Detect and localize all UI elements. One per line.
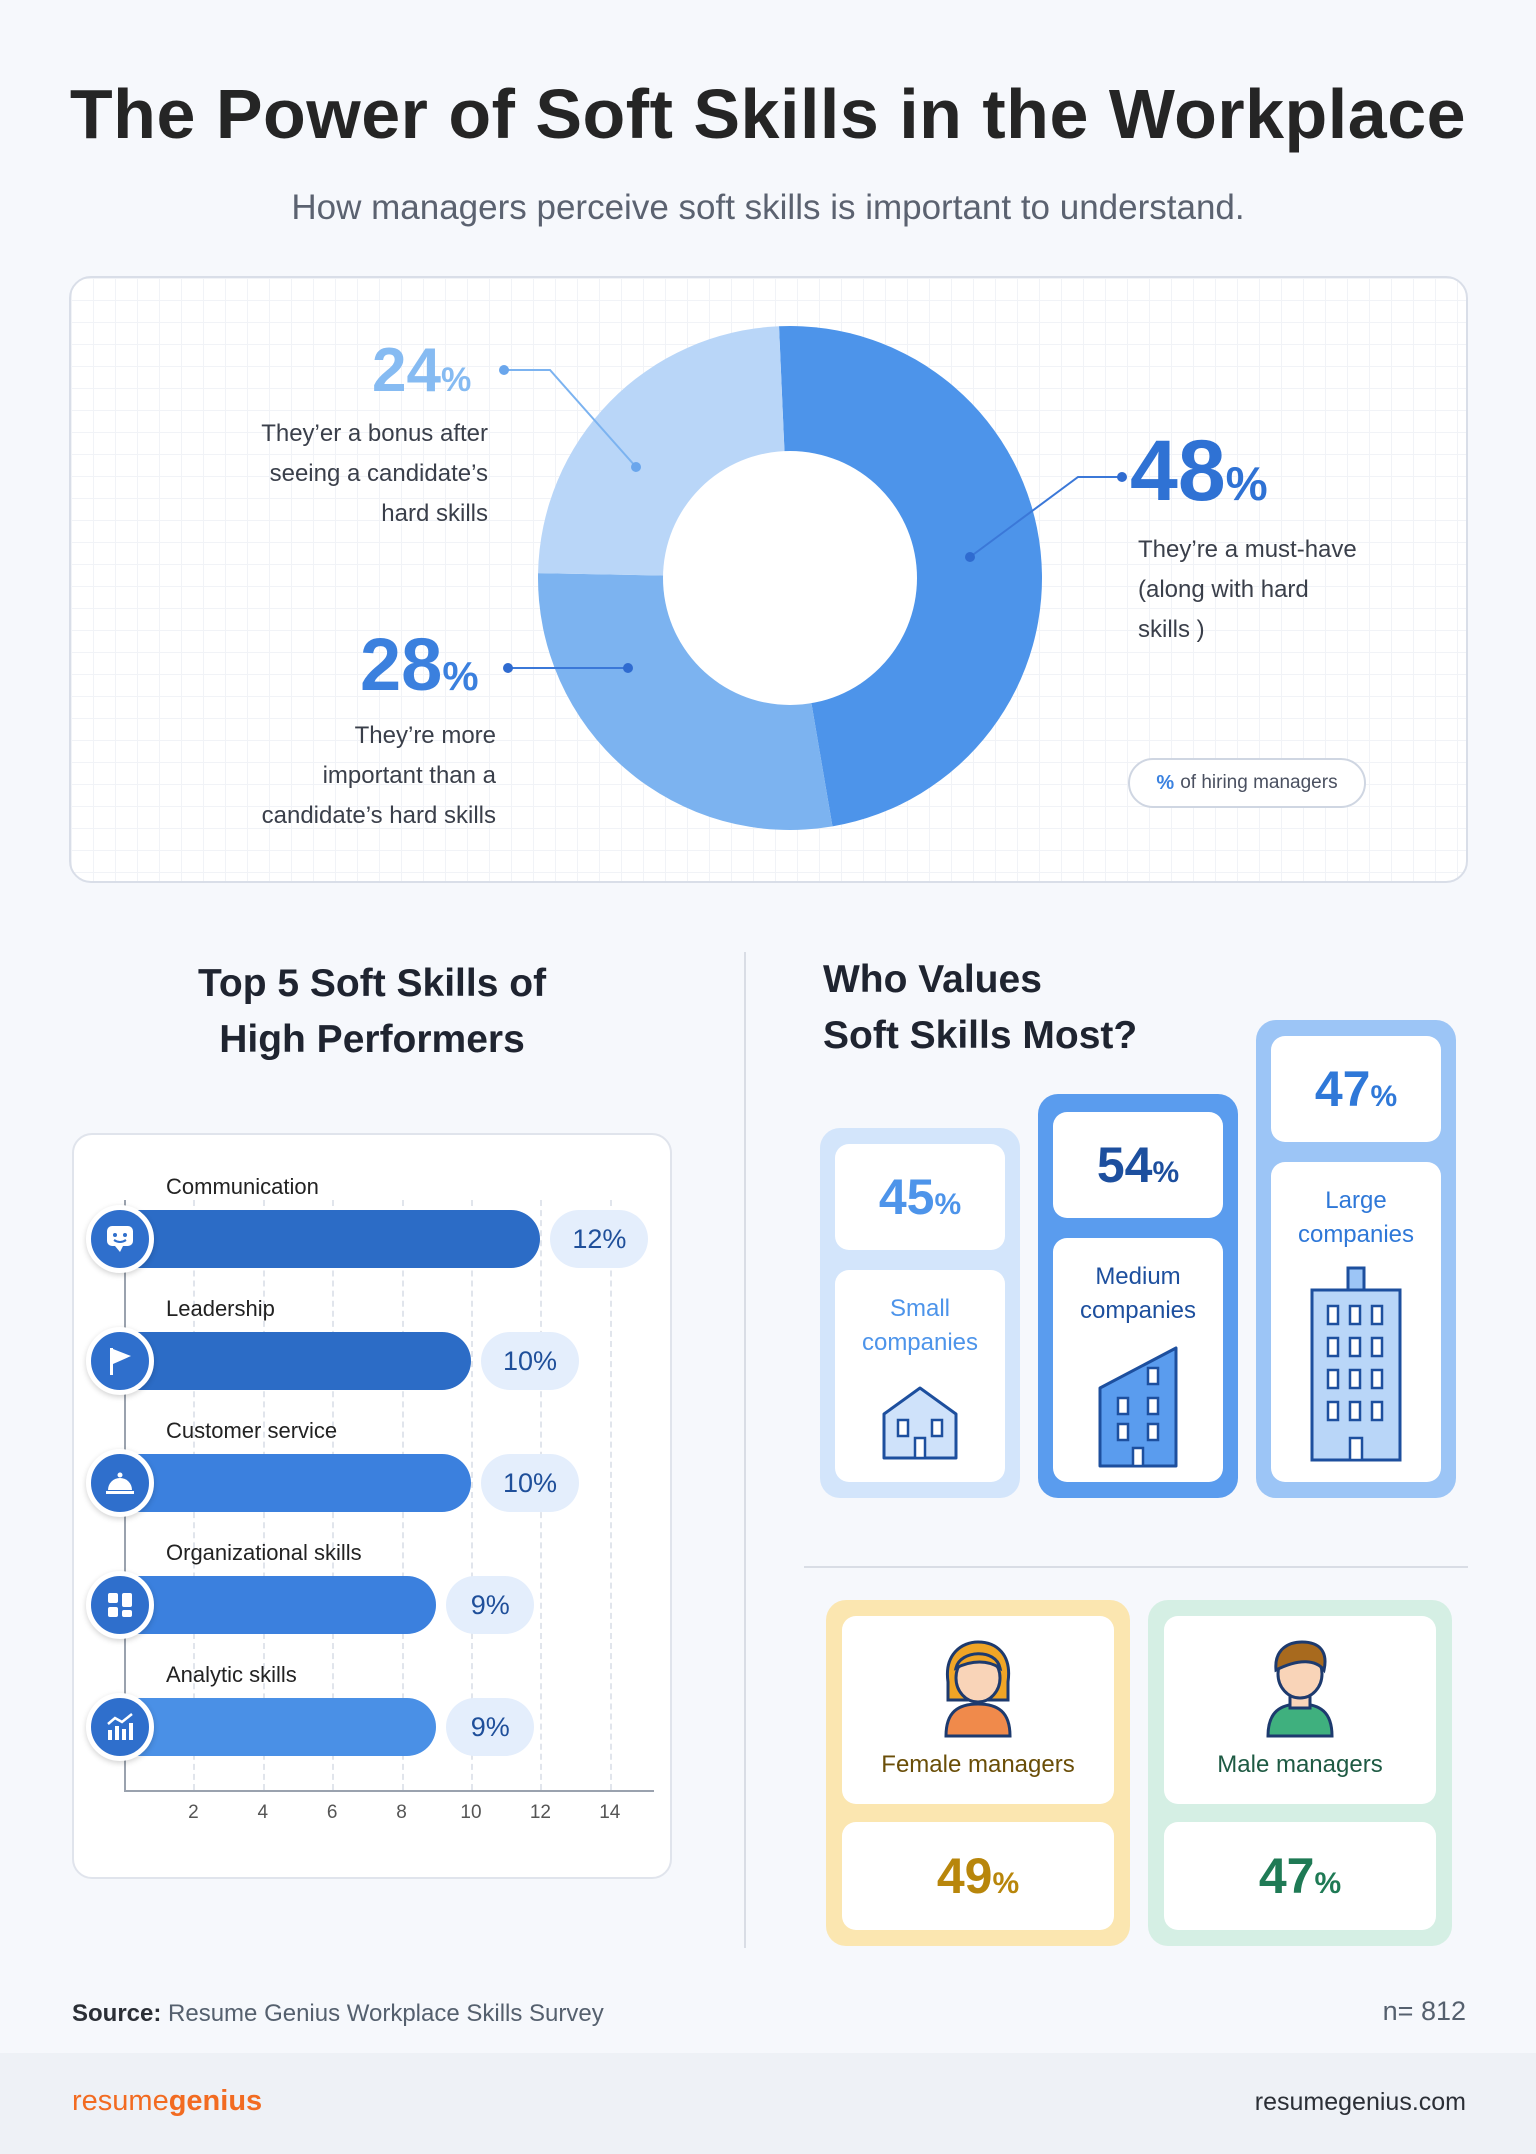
female-managers-pct: 49% [936,1848,1020,1904]
large-companies-label: Large companies [1297,1187,1415,1248]
female-managers-card: Female managers 49% [826,1600,1130,1946]
leader-dot-48 [965,552,975,562]
male-managers-pct: 47% [1258,1848,1342,1904]
female-manager-icon [944,1640,1012,1738]
pct-label-28: 28% [360,623,479,706]
desc-24: They’er a bonus after seeing a candidate… [261,420,488,527]
leader-end-24 [499,365,509,375]
skills-chart-card [72,1133,672,1879]
medium-companies-label: Medium companies [1079,1263,1197,1324]
large-building-icon [1310,1266,1402,1462]
sample-size: n= 812 [1382,1996,1466,2026]
skills-title: Top 5 Soft Skills of High Performers [197,962,547,1061]
small-companies-label: Small companies [861,1295,979,1356]
who-values-title: Who Values Soft Skills Most? [823,958,1138,1057]
leader-dot-28 [623,663,633,673]
leader-line-48 [969,476,1122,558]
donut-legend: % of hiring managers [1128,758,1366,808]
male-managers-card: Male managers 47% [1148,1600,1452,1946]
site-link[interactable]: resumegenius.com [1254,2088,1466,2116]
section-divider-horizontal [804,1566,1468,1568]
donut-hole [663,451,917,705]
male-managers-label: Male managers [1217,1751,1383,1778]
page-subtitle: How managers perceive soft skills is imp… [291,188,1245,227]
small-companies-column: 45% Small companies [820,1128,1020,1498]
large-companies-column: 47% Large companies [1256,1020,1456,1498]
pct-label-24: 24% [372,336,472,405]
medium-building-icon [1098,1346,1178,1468]
large-companies-pct: 47% [1314,1061,1398,1117]
footer-band [0,2053,1536,2154]
leader-dot-24 [631,462,641,472]
desc-48: They’re a must-have (along with hard ski… [1138,536,1357,643]
leader-line-24 [504,369,637,468]
pct-label-48: 48% [1130,423,1268,519]
small-building-icon [882,1386,958,1460]
male-manager-icon [1266,1640,1334,1738]
female-managers-label: Female managers [881,1751,1075,1778]
leader-end-28 [503,663,513,673]
leader-end-48 [1117,472,1127,482]
desc-28: They’re more important than a candidate’… [261,722,496,829]
small-companies-pct: 45% [878,1169,962,1225]
donut-chart [499,325,1127,830]
section-divider-vertical [744,952,746,1948]
brand-logo[interactable]: resumegenius [72,2085,263,2117]
medium-companies-pct: 54% [1096,1137,1180,1193]
medium-companies-column: 54% Medium companies [1038,1094,1238,1498]
page-title: The Power of Soft Skills in the Workplac… [69,75,1467,153]
source-note: Source: Resume Genius Workplace Skills S… [72,2000,604,2027]
